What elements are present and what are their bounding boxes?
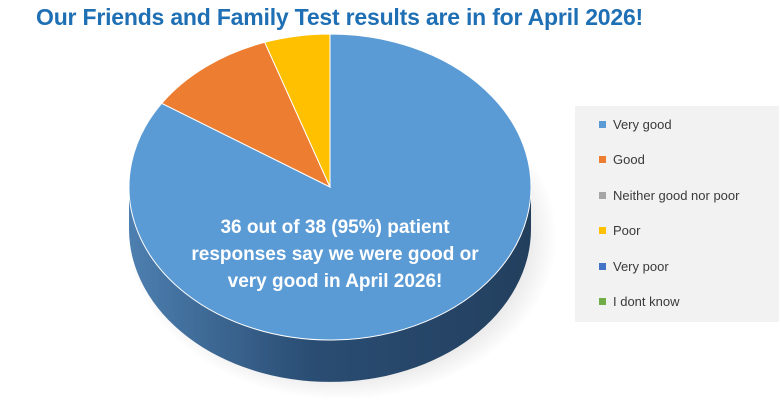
legend-item: Good bbox=[599, 150, 645, 170]
legend-item: I dont know bbox=[599, 292, 680, 312]
annotation-line-3: very good in April 2026! bbox=[227, 271, 443, 292]
legend-swatch bbox=[599, 120, 606, 128]
annotation-line-2: responses say we were good or bbox=[191, 244, 479, 265]
legend-item: Poor bbox=[599, 221, 640, 241]
legend-label: Neither good nor poor bbox=[613, 187, 740, 203]
legend-label: Very good bbox=[613, 116, 672, 132]
chart-title: Our Friends and Family Test results are … bbox=[36, 4, 644, 30]
annotation-line-1: 36 out of 38 (95%) patient bbox=[220, 217, 450, 238]
legend-label: Poor bbox=[613, 223, 641, 238]
legend-item: Very poor bbox=[599, 256, 669, 276]
legend-swatch bbox=[599, 191, 606, 199]
legend-label: Very poor bbox=[613, 258, 669, 274]
legend-swatch bbox=[599, 298, 606, 305]
legend-swatch bbox=[599, 156, 606, 163]
legend-swatch bbox=[599, 227, 606, 234]
pie-side-very-good bbox=[129, 187, 531, 382]
pie-slice-good bbox=[160, 41, 332, 189]
annotation: 36 out of 38 (95%) patient responses say… bbox=[170, 214, 500, 295]
legend: Very good Good Neither good nor poor Poor Ve… bbox=[575, 106, 779, 322]
legend-item: Neither good nor poor bbox=[599, 185, 739, 205]
legend-item: Very good bbox=[599, 114, 672, 134]
pie-slice-poor bbox=[264, 33, 331, 188]
legend-swatch bbox=[599, 262, 606, 270]
legend-label: I dont know bbox=[613, 294, 680, 309]
legend-label: Good bbox=[613, 152, 645, 167]
